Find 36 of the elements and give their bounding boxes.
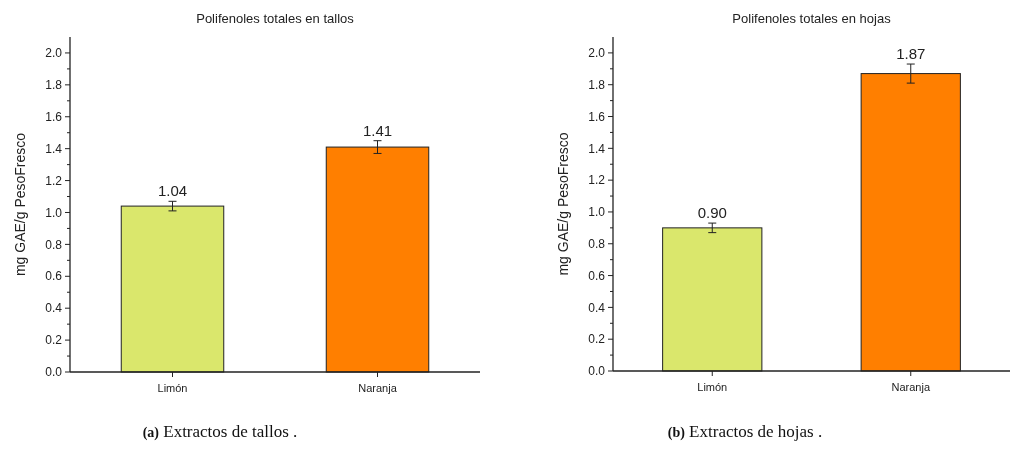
- x-tick-label: Limón: [697, 381, 728, 393]
- y-tick-label: 0.2: [45, 333, 63, 348]
- y-tick-label: 1.0: [588, 205, 606, 220]
- y-tick-label: 0.0: [45, 365, 63, 380]
- y-axis-title: mg GAE/g PesoFresco: [555, 132, 571, 276]
- y-tick-label: 0.6: [45, 269, 63, 284]
- y-tick-label: 0.8: [588, 236, 606, 251]
- y-tick-label: 1.6: [588, 109, 606, 124]
- y-tick-label: 1.4: [45, 141, 63, 156]
- y-tick-label: 0.4: [588, 300, 606, 315]
- y-tick-label: 1.8: [588, 77, 606, 92]
- y-tick-label: 2.0: [588, 46, 606, 61]
- chart-title: Polifenoles totales en tallos: [196, 11, 355, 26]
- x-tick-label: Naranja: [358, 382, 398, 394]
- y-tick-label: 0.4: [45, 301, 63, 316]
- y-axis-title: mg GAE/g PesoFresco: [12, 132, 28, 277]
- y-tick-label: 1.6: [45, 109, 63, 124]
- y-tick-label: 1.0: [45, 205, 63, 220]
- x-tick-label: Limón: [157, 382, 188, 394]
- y-tick-label: 1.4: [588, 141, 606, 156]
- text: (a) Extractos de tallos .: [142, 422, 298, 441]
- data-label: 0.90: [697, 204, 727, 222]
- y-tick-label: 1.2: [45, 173, 63, 188]
- data-label: 1.87: [896, 45, 926, 63]
- chart-title: Polifenoles totales en hojas: [732, 11, 892, 26]
- text: (b) Extractos de hojas .: [667, 422, 823, 441]
- y-tick-label: 1.2: [588, 173, 606, 188]
- y-tick-label: 0.2: [588, 332, 606, 347]
- data-label: 1.41: [362, 121, 393, 139]
- y-tick-label: 1.8: [45, 78, 63, 93]
- y-tick-label: 0.6: [588, 268, 606, 283]
- y-tick-label: 0.0: [588, 364, 606, 379]
- y-tick-label: 0.8: [45, 237, 63, 252]
- x-tick-label: Naranja: [891, 381, 931, 393]
- y-tick-label: 2.0: [45, 46, 63, 61]
- data-label: 1.04: [157, 182, 188, 200]
